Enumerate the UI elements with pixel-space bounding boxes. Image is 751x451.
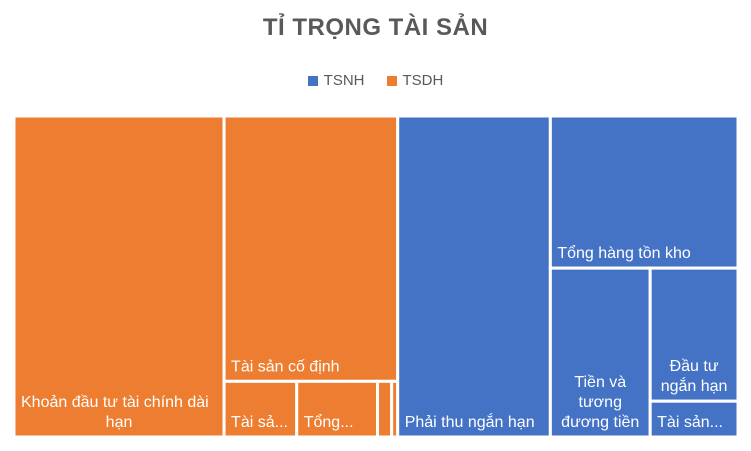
legend-swatch-tsdh: [386, 75, 397, 86]
chart-title: TỈ TRỌNG TÀI SẢN: [262, 14, 489, 41]
tile-tong-hang-ton-kho-7: [548, 114, 740, 270]
legend-label-tsdh: TSDH: [402, 72, 444, 89]
tile-label: Tài sả...: [231, 414, 288, 431]
tile-tien-va-tuong-duong-tien-8: [548, 266, 652, 439]
legend-item-tsdh: TSDH: [386, 72, 444, 89]
tile-khoan-dau-tu-tai-chinh-dai-han-0: [12, 114, 226, 439]
tile-label: Phải thu ngắn hạn: [405, 412, 535, 431]
tile-label: Tài sản...: [657, 414, 723, 431]
legend-label-tsnh: TSNH: [323, 72, 365, 89]
tile-phai-thu-ngan-han-6: [396, 114, 552, 439]
tile-unlabeled-4: [376, 379, 394, 439]
tile-label: Tổng...: [304, 413, 354, 431]
tile-label: Đầu tư ngắn hạn: [661, 358, 728, 395]
chart-legend: TSNH TSDH: [0, 72, 751, 89]
tile-dau-tu-ngan-han-9: [648, 266, 740, 403]
tile-label: Tổng hàng tồn kho: [557, 244, 691, 262]
tile-tai-san-10: [648, 399, 740, 439]
tile-label: Tiền và tương đương tiền: [561, 374, 639, 431]
legend-item-tsnh: TSNH: [307, 72, 365, 89]
tile-label: Tài sản cố định: [231, 358, 340, 375]
tile-label: Khoản đầu tư tài chính dài hạn: [21, 394, 209, 431]
tile-tai-san-co-dinh-1: [222, 114, 400, 383]
legend-swatch-tsnh: [307, 75, 318, 86]
